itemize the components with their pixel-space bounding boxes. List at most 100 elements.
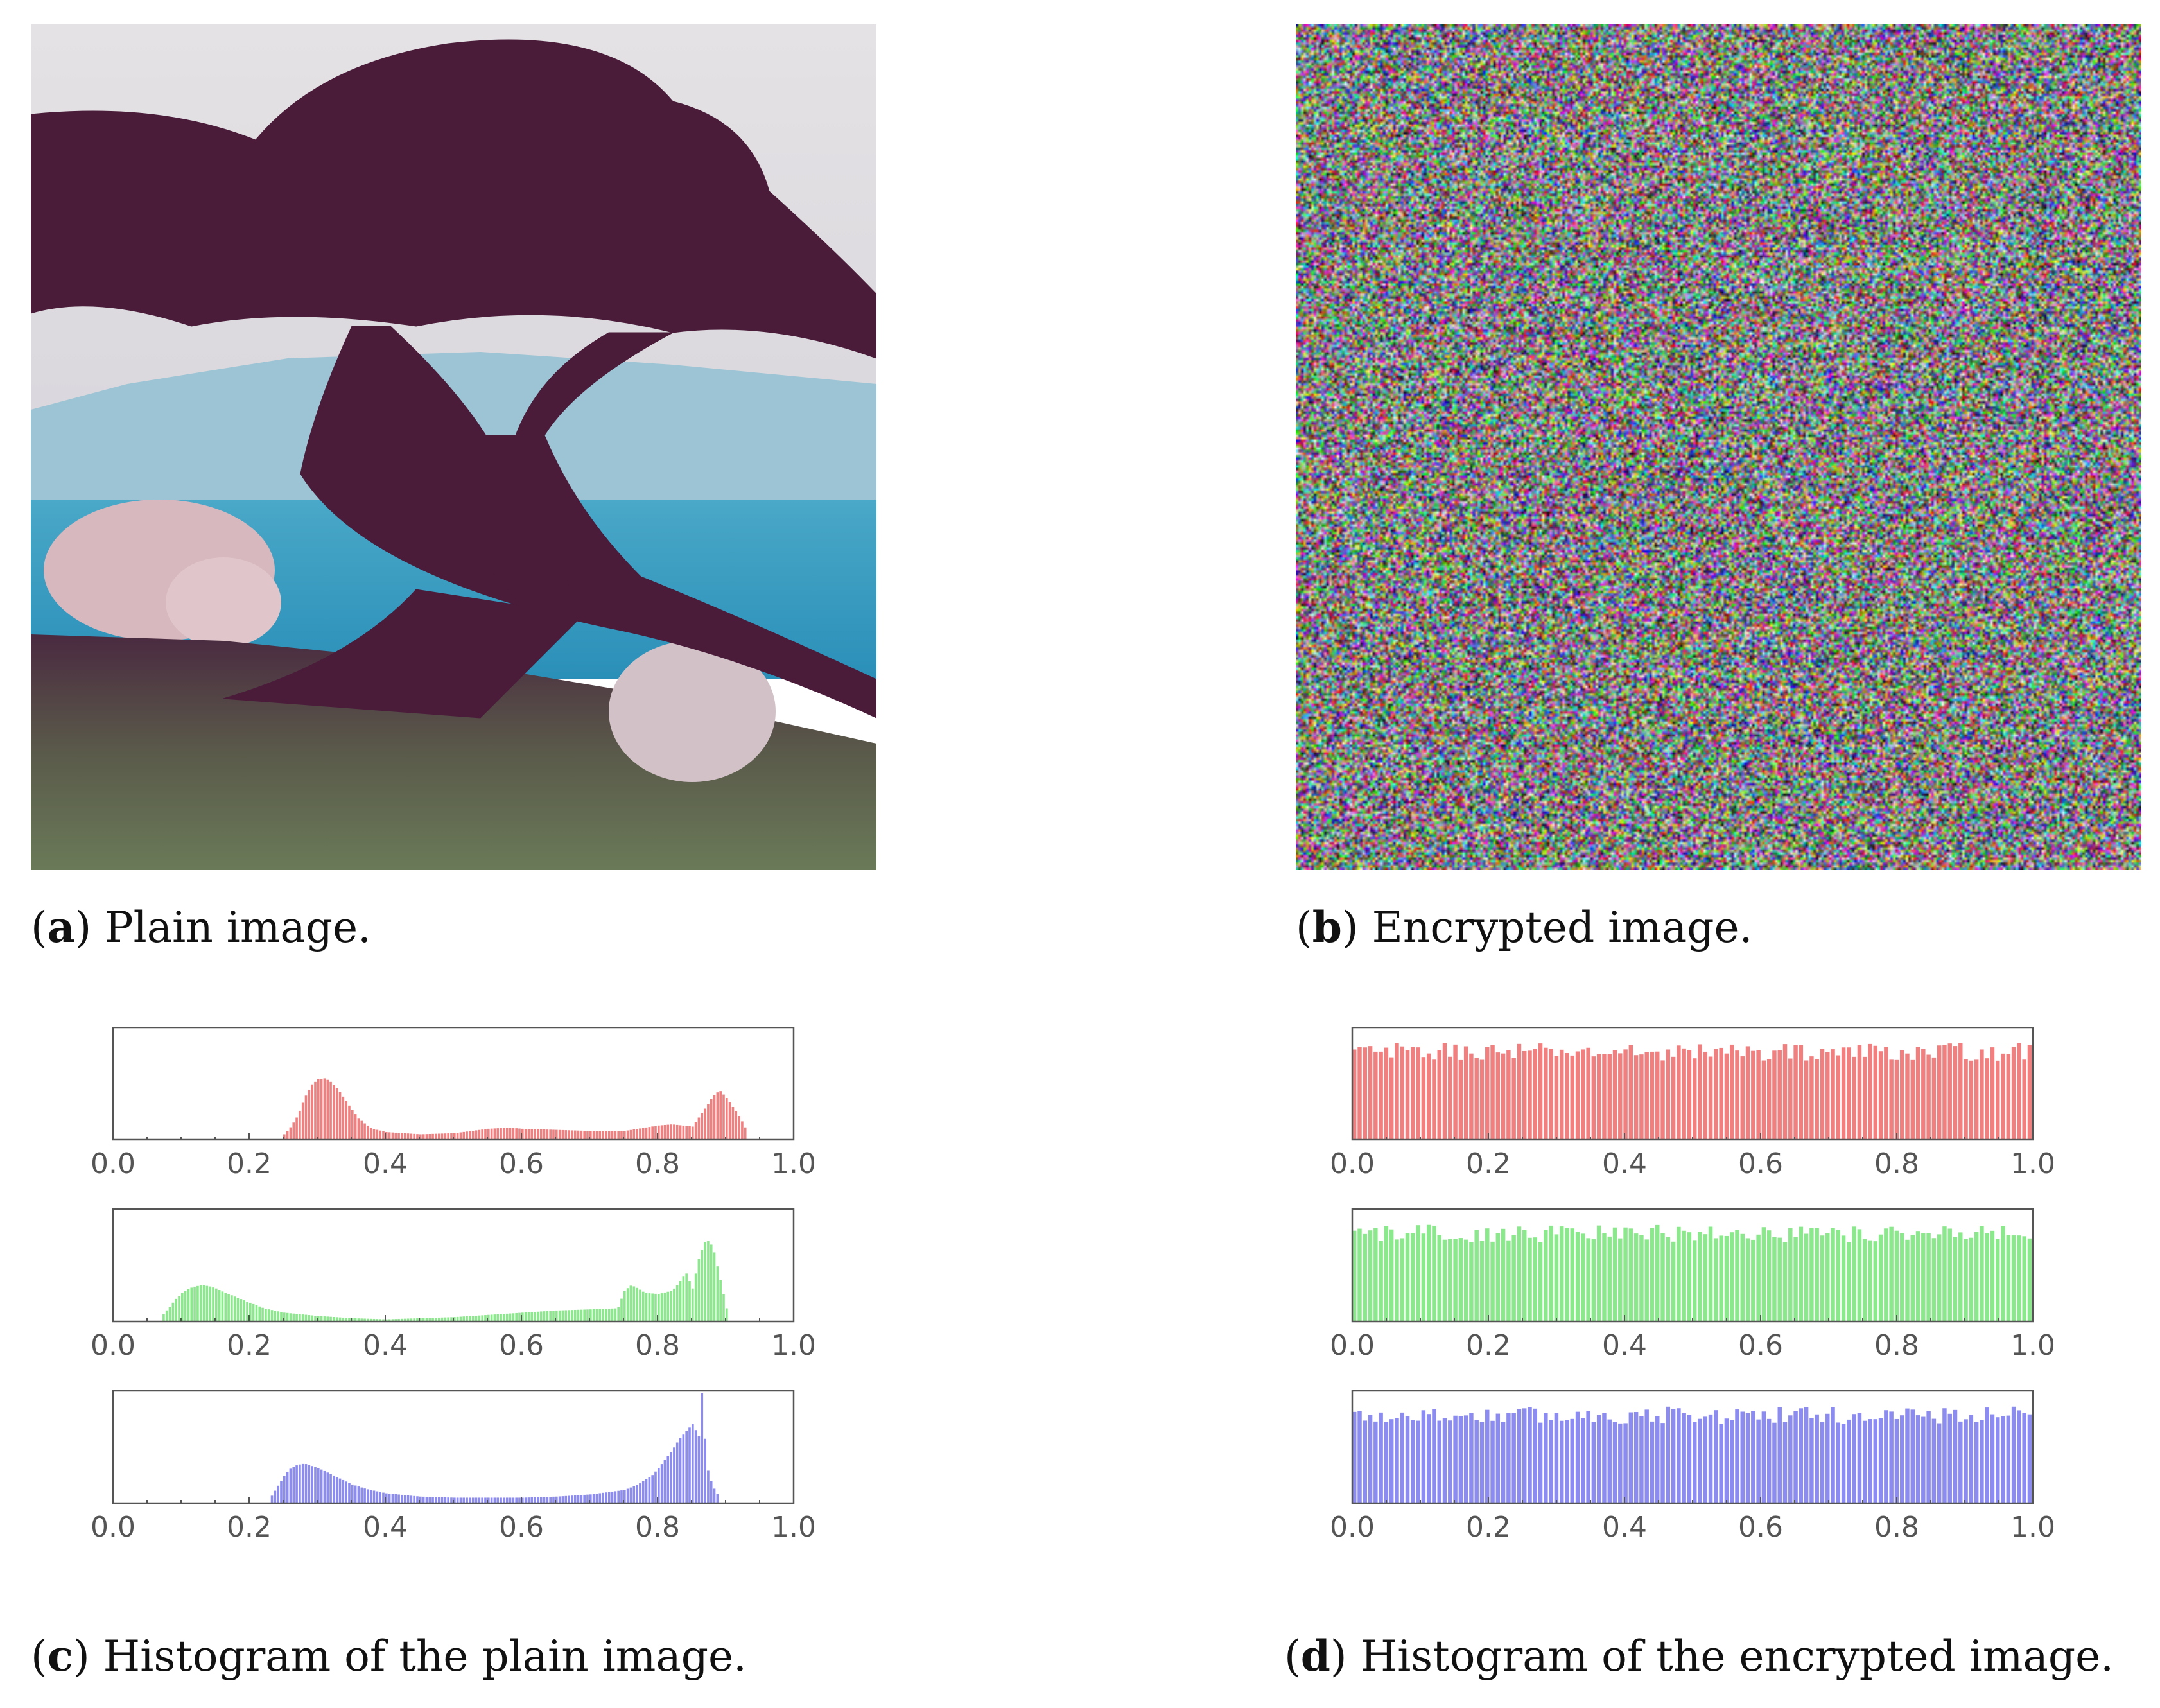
bar <box>1544 1230 1548 1321</box>
bar <box>577 1309 580 1321</box>
bar <box>1847 1047 1851 1140</box>
bar <box>1458 1238 1463 1321</box>
bar <box>1437 1050 1441 1140</box>
bar <box>406 1133 410 1140</box>
tick-label: 0.2 <box>1466 1147 1511 1180</box>
bar <box>1863 1239 1867 1321</box>
bar <box>1596 1054 1601 1140</box>
bar <box>376 1491 379 1503</box>
bar <box>469 1316 471 1321</box>
bar <box>552 1311 555 1321</box>
bar <box>654 1471 657 1503</box>
bar <box>1931 1418 1937 1503</box>
bar <box>2017 1235 2021 1321</box>
bar <box>515 1497 518 1503</box>
bar <box>1612 1422 1617 1503</box>
bar <box>456 1497 459 1503</box>
bar <box>431 1497 434 1503</box>
bar <box>348 1105 351 1140</box>
bar <box>564 1310 568 1321</box>
bar <box>1479 1422 1485 1503</box>
bar <box>440 1497 444 1503</box>
bar <box>435 1133 437 1140</box>
bar <box>422 1134 425 1140</box>
bar <box>515 1312 518 1321</box>
bar <box>351 1318 354 1321</box>
bar <box>1953 1409 1958 1503</box>
tick-label: 0.6 <box>1738 1329 1783 1362</box>
bar <box>1644 1409 1649 1503</box>
bar <box>1469 1242 1474 1321</box>
bar <box>675 1442 679 1503</box>
bar <box>1766 1418 1772 1503</box>
bar <box>722 1094 725 1140</box>
bar <box>357 1118 360 1140</box>
bar <box>1511 1058 1516 1140</box>
bar <box>227 1294 230 1321</box>
bar <box>2006 1415 2011 1503</box>
bar <box>369 1490 372 1503</box>
bar <box>607 1309 611 1321</box>
bar <box>2027 1045 2032 1140</box>
bar <box>1809 1228 1814 1321</box>
bar <box>1698 1044 1702 1140</box>
bar <box>1761 1411 1766 1503</box>
bar <box>1596 1415 1601 1503</box>
bar <box>419 1496 422 1503</box>
bar <box>1772 1422 1777 1503</box>
bar <box>2011 1406 2016 1503</box>
tick-label: 0.8 <box>1874 1147 1919 1180</box>
bar <box>1708 1414 1713 1503</box>
bar <box>1671 1409 1676 1503</box>
bar <box>707 1241 710 1321</box>
bar <box>493 1497 496 1503</box>
bar <box>1655 1224 1660 1321</box>
bar <box>1958 1421 1963 1503</box>
bar <box>1926 1411 1931 1503</box>
bar <box>326 1316 329 1321</box>
bar <box>471 1131 475 1140</box>
bar <box>428 1133 431 1140</box>
bar <box>537 1497 539 1503</box>
bar <box>403 1495 406 1503</box>
bar <box>394 1494 397 1503</box>
bar <box>2001 1416 2005 1503</box>
bar <box>308 1315 311 1321</box>
bar <box>735 1111 738 1140</box>
bar <box>1804 1233 1809 1321</box>
bar <box>620 1490 623 1503</box>
bar <box>583 1494 586 1503</box>
tick-label: 0.2 <box>227 1147 272 1180</box>
bar <box>255 1305 258 1321</box>
bar <box>475 1315 478 1321</box>
bar <box>663 1460 666 1503</box>
bar <box>1788 1058 1793 1140</box>
bar <box>1766 1059 1772 1140</box>
bar <box>1379 1412 1383 1503</box>
bar <box>744 1127 747 1140</box>
bar <box>431 1318 434 1321</box>
bar <box>682 1434 685 1503</box>
tick-label: 0.8 <box>635 1511 680 1544</box>
bar <box>1591 1239 1596 1321</box>
bar <box>1426 1053 1431 1140</box>
bar <box>1463 1046 1468 1140</box>
bar <box>265 1309 267 1321</box>
tick-label: 0.2 <box>1466 1329 1511 1362</box>
bar <box>537 1311 539 1321</box>
bar <box>589 1131 592 1140</box>
bar <box>1990 1230 1995 1321</box>
tick-label: 0.4 <box>363 1329 408 1362</box>
bar <box>617 1490 620 1503</box>
tick-label: 0.0 <box>1330 1147 1375 1180</box>
bar <box>1400 1412 1404 1503</box>
bar <box>1463 1415 1468 1503</box>
bar <box>530 1497 534 1503</box>
bar <box>1953 1237 1958 1321</box>
bar <box>462 1316 466 1321</box>
bar <box>1719 1047 1723 1140</box>
bar <box>632 1286 636 1321</box>
bar <box>607 1492 611 1503</box>
bar <box>1511 1412 1516 1503</box>
bar <box>1793 1411 1798 1503</box>
